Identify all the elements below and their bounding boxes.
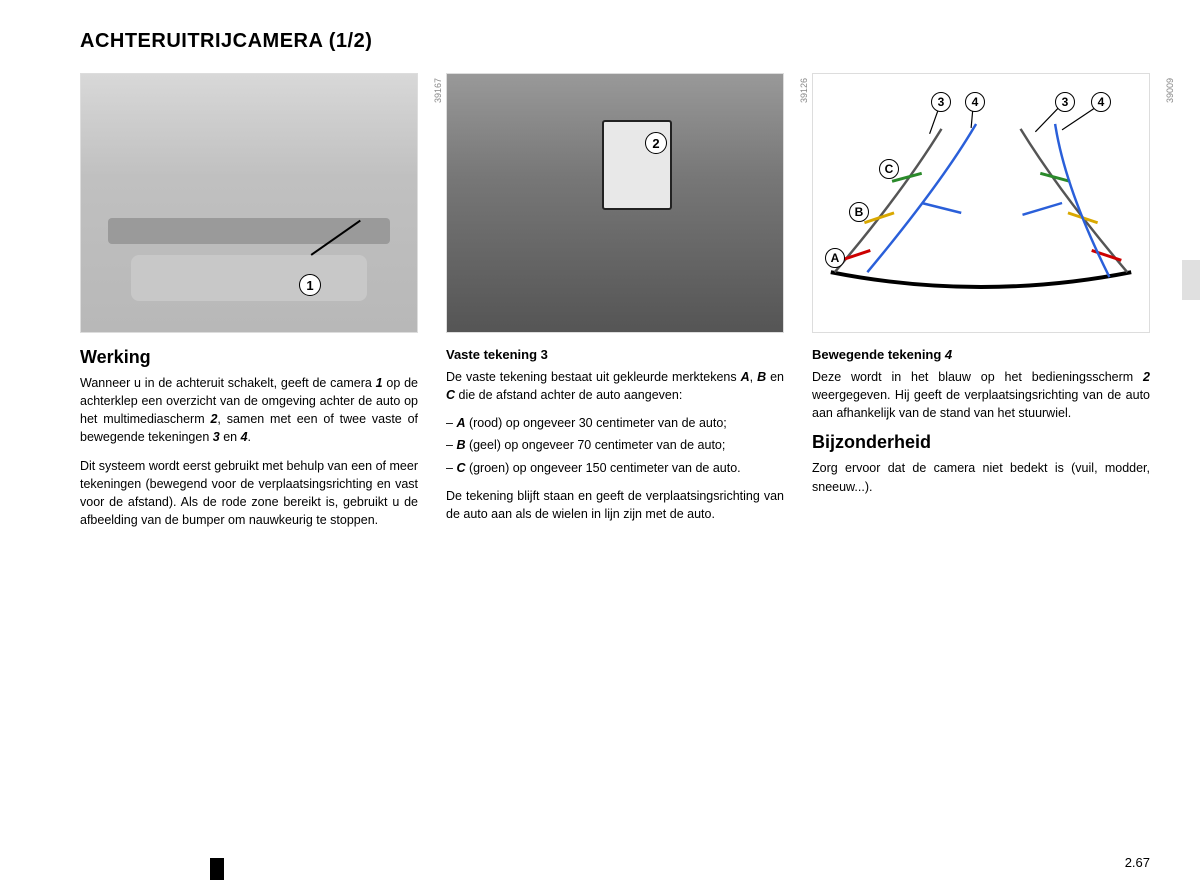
text: die de afstand achter de auto aangeven: [455, 388, 682, 402]
content-columns: 39167 1 Werking Wanneer u in de achterui… [80, 73, 1150, 539]
tick-A [841, 250, 871, 260]
col2-paragraph-1: De vaste tekening bestaat uit gekleurde … [446, 368, 784, 404]
column-3: 39009 [812, 73, 1150, 539]
text: . [248, 430, 251, 444]
col1-paragraph-1: Wanneer u in de achteruit schakelt, geef… [80, 374, 418, 447]
ref-A: A [741, 370, 750, 384]
side-tab [1182, 260, 1200, 300]
ref-2: 2 [1143, 370, 1150, 384]
ref-B: B [757, 370, 766, 384]
callout-1: 1 [299, 274, 321, 296]
base-line [831, 272, 1131, 287]
list-item-C: C (groen) op ongeveer 150 centimeter van… [460, 459, 784, 477]
tick-B [864, 213, 894, 223]
diagram-callout-4-left: 4 [965, 92, 985, 112]
moving-left [867, 124, 976, 272]
ref-3: 3 [213, 430, 220, 444]
col3-paragraph-1: Deze wordt in het blauw op het bediening… [812, 368, 1150, 422]
distance-marker-list: A (rood) op ongeveer 30 centimeter van d… [446, 414, 784, 476]
heading-bewegende-tekening: Bewegende tekening 4 [812, 347, 1150, 362]
col3-paragraph-2: Zorg ervoor dat de camera niet bedekt is… [812, 459, 1150, 495]
text: Wanneer u in de achteruit schakelt, geef… [80, 376, 376, 390]
fixed-right [1021, 129, 1128, 272]
page-number: 2.67 [1125, 855, 1150, 870]
col1-paragraph-2: Dit systeem wordt eerst gebruikt met beh… [80, 457, 418, 530]
figure-2-dashboard: 39126 2 [446, 73, 784, 333]
moving-tick-r [1023, 203, 1063, 215]
ref-4: 4 [945, 347, 952, 362]
figure-2-code: 39126 [799, 78, 809, 103]
figure-3-code: 39009 [1165, 78, 1175, 103]
list-item-A: A (rood) op ongeveer 30 centimeter van d… [460, 414, 784, 432]
text: weergegeven. Hij geeft de verplaatsingsr… [812, 388, 1150, 420]
heading-werking: Werking [80, 347, 418, 368]
text: (groen) op ongeveer 150 centimeter van d… [465, 461, 740, 475]
moving-tick-l [922, 203, 962, 213]
text: (rood) op ongeveer 30 centimeter van de … [465, 416, 726, 430]
column-1: 39167 1 Werking Wanneer u in de achterui… [80, 73, 418, 539]
car-rear-illustration [81, 74, 417, 332]
ref-C: C [446, 388, 455, 402]
diagram-callout-3-right: 3 [1055, 92, 1075, 112]
list-item-B: B (geel) op ongeveer 70 centimeter van d… [460, 436, 784, 454]
column-2: 39126 2 Vaste tekening 3 De vaste tekeni… [446, 73, 784, 539]
diagram-callout-A: A [825, 248, 845, 268]
text: , [750, 370, 757, 384]
callout-2: 2 [645, 132, 667, 154]
figure-1-code: 39167 [433, 78, 443, 103]
heading-vaste-tekening: Vaste tekening 3 [446, 347, 784, 362]
diagram-callout-B: B [849, 202, 869, 222]
diagram-callout-C: C [879, 159, 899, 179]
text: en [766, 370, 784, 384]
ref-4: 4 [241, 430, 248, 444]
text: Bewegende tekening [812, 347, 945, 362]
text: Deze wordt in het blauw op het bediening… [812, 370, 1143, 384]
page-title: ACHTERUITRIJCAMERA (1/2) [80, 30, 1150, 53]
guideline-diagram: 3 4 3 4 C B A [813, 74, 1149, 332]
figure-1-rear-camera: 39167 1 [80, 73, 418, 333]
dashboard-illustration [447, 74, 783, 332]
figure-3-guideline-diagram: 39009 [812, 73, 1150, 333]
ref-1: 1 [376, 376, 383, 390]
diagram-callout-3-left: 3 [931, 92, 951, 112]
text: De vaste tekening bestaat uit gekleurde … [446, 370, 741, 384]
text: (geel) op ongeveer 70 centimeter van de … [465, 438, 725, 452]
text: en [220, 430, 241, 444]
col2-paragraph-2: De tekening blijft staan en geeft de ver… [446, 487, 784, 523]
footer-mark [210, 858, 224, 880]
heading-bijzonderheid: Bijzonderheid [812, 432, 1150, 453]
diagram-callout-4-right: 4 [1091, 92, 1111, 112]
